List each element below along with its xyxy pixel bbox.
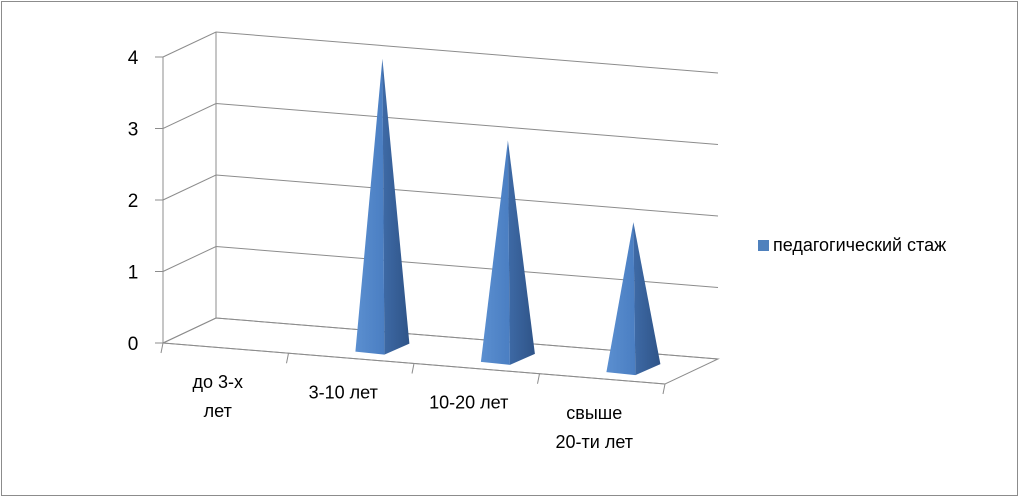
y-tick-label: 0: [128, 334, 139, 355]
x-category-label: 10-20 лет: [429, 393, 508, 413]
y-tick-label: 3: [128, 120, 139, 141]
gridlines: [162, 31, 719, 360]
x-category-label: 3-10 лет: [309, 382, 378, 402]
pyramid-bar: [480, 140, 535, 365]
legend: педагогический стаж: [758, 235, 946, 255]
gridline: [162, 245, 719, 288]
pyramid-side-face: [633, 222, 661, 376]
y-tick-label: 4: [128, 48, 139, 69]
x-category-label: свыше 20-ти лет: [556, 403, 633, 452]
gridline: [162, 174, 719, 217]
gridline: [162, 102, 719, 145]
x-axis: до 3-х лет 3-10 лет 10-20 лет свыше 20-ти лет: [160, 342, 666, 452]
legend-label: педагогический стаж: [773, 235, 946, 255]
gridline: [162, 317, 719, 360]
pyramid-front-face: [355, 58, 385, 355]
legend-swatch: [758, 240, 769, 251]
pyramid-side-face: [507, 140, 535, 365]
pyramid-side-face: [382, 58, 410, 355]
pyramid-front-face: [480, 140, 510, 365]
x-tick: [662, 383, 666, 395]
y-tick-label: 1: [128, 263, 139, 284]
data-marks: [355, 58, 661, 376]
pyramid-bar: [606, 222, 661, 376]
x-tick: [286, 353, 289, 364]
x-tick: [411, 363, 415, 374]
y-axis: 0 1 2 3 4: [128, 48, 164, 355]
y-tick-label: 2: [128, 191, 139, 212]
gridline: [162, 31, 719, 74]
x-tick: [537, 373, 540, 384]
x-category-label: до 3-х лет: [192, 372, 243, 421]
x-tick: [160, 342, 164, 354]
pyramid-front-face: [606, 222, 636, 376]
pyramid-bar: [355, 58, 410, 355]
